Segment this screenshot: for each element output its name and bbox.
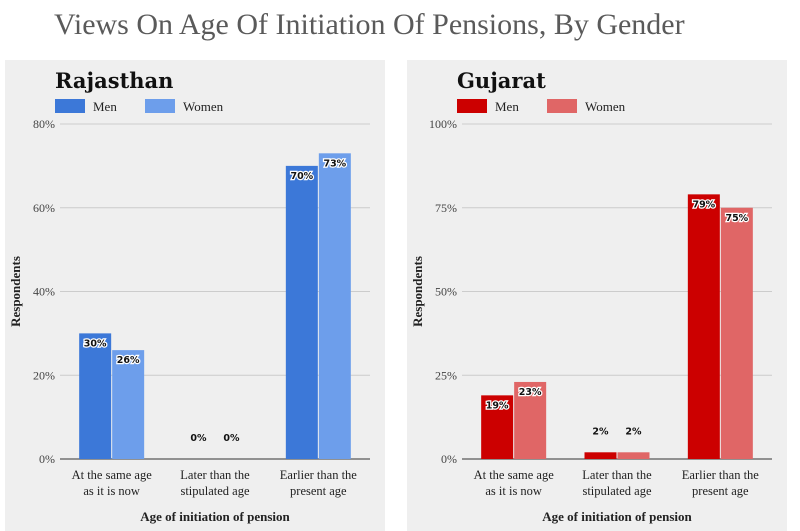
- data-label: 0%: [190, 433, 207, 444]
- data-label: 30%: [84, 338, 107, 349]
- x-tick-label: At the same age: [474, 468, 555, 482]
- chart-rajasthan: Rajasthan Men Women 0% 20% 40% 60% 80% 30% 26% At …: [8, 68, 370, 524]
- legend-swatch-women: [547, 99, 577, 113]
- y-tick-label: 0%: [39, 452, 55, 466]
- x-tick-label: Later than the: [180, 468, 250, 482]
- data-label: 2%: [592, 426, 609, 437]
- data-label: 23%: [519, 387, 542, 398]
- data-label: 2%: [625, 426, 642, 437]
- legend-label-women: Women: [585, 99, 626, 114]
- chart-panel-gujarat: Gujarat Men Women 0% 25% 50% 75% 100% 19% 23% At t…: [407, 60, 787, 531]
- x-axis-title: Age of initiation of pension: [140, 509, 290, 524]
- legend-label-women: Women: [183, 99, 224, 114]
- y-tick-label: 80%: [33, 117, 55, 131]
- legend-label-men: Men: [495, 99, 519, 114]
- chart-gujarat: Gujarat Men Women 0% 25% 50% 75% 100% 19% 23% At t…: [410, 68, 772, 524]
- y-tick-label: 40%: [33, 285, 55, 299]
- legend-swatch-men: [457, 99, 487, 113]
- legend-label-men: Men: [93, 99, 117, 114]
- bar-men: [285, 165, 318, 459]
- x-tick-label: Later than the: [582, 468, 652, 482]
- x-tick-label: stipulated age: [180, 484, 250, 498]
- y-tick-label: 25%: [435, 368, 457, 382]
- x-tick-label: Earlier than the: [280, 468, 357, 482]
- x-tick-label: as it is now: [485, 484, 542, 498]
- y-tick-label: 60%: [33, 201, 55, 215]
- x-tick-label: present age: [692, 484, 749, 498]
- y-tick-label: 50%: [435, 285, 457, 299]
- legend-swatch-women: [145, 99, 175, 113]
- bar-men: [584, 452, 617, 459]
- x-tick-label: Earlier than the: [682, 468, 759, 482]
- bar-women: [514, 381, 547, 459]
- y-tick-label: 100%: [429, 117, 457, 131]
- x-tick-label: present age: [290, 484, 347, 498]
- bar-men: [687, 194, 720, 459]
- page-title: Views On Age Of Initiation Of Pensions, …: [54, 8, 685, 41]
- y-tick-label: 20%: [33, 368, 55, 382]
- legend-swatch-men: [55, 99, 85, 113]
- bar-men: [481, 395, 514, 459]
- data-label: 79%: [692, 199, 715, 210]
- bar-women: [318, 153, 351, 459]
- bar-men: [79, 333, 112, 459]
- x-tick-label: At the same age: [72, 468, 153, 482]
- data-label: 73%: [323, 158, 346, 169]
- data-label: 70%: [290, 171, 313, 182]
- data-label: 75%: [725, 213, 748, 224]
- data-label: 19%: [486, 400, 509, 411]
- y-axis-title: Respondents: [410, 256, 425, 327]
- bar-women: [112, 350, 145, 459]
- y-tick-label: 0%: [441, 452, 457, 466]
- y-axis-title: Respondents: [8, 256, 23, 327]
- x-axis-title: Age of initiation of pension: [542, 509, 692, 524]
- chart-title: Gujarat: [457, 68, 546, 93]
- chart-panel-rajasthan: Rajasthan Men Women 0% 20% 40% 60% 80% 30% 26% At …: [5, 60, 385, 531]
- y-tick-label: 75%: [435, 201, 457, 215]
- chart-title: Rajasthan: [55, 68, 173, 93]
- x-tick-label: as it is now: [83, 484, 140, 498]
- bar-women: [617, 452, 650, 459]
- data-label: 26%: [117, 355, 140, 366]
- data-label: 0%: [223, 433, 240, 444]
- bar-women: [720, 207, 753, 459]
- x-tick-label: stipulated age: [582, 484, 652, 498]
